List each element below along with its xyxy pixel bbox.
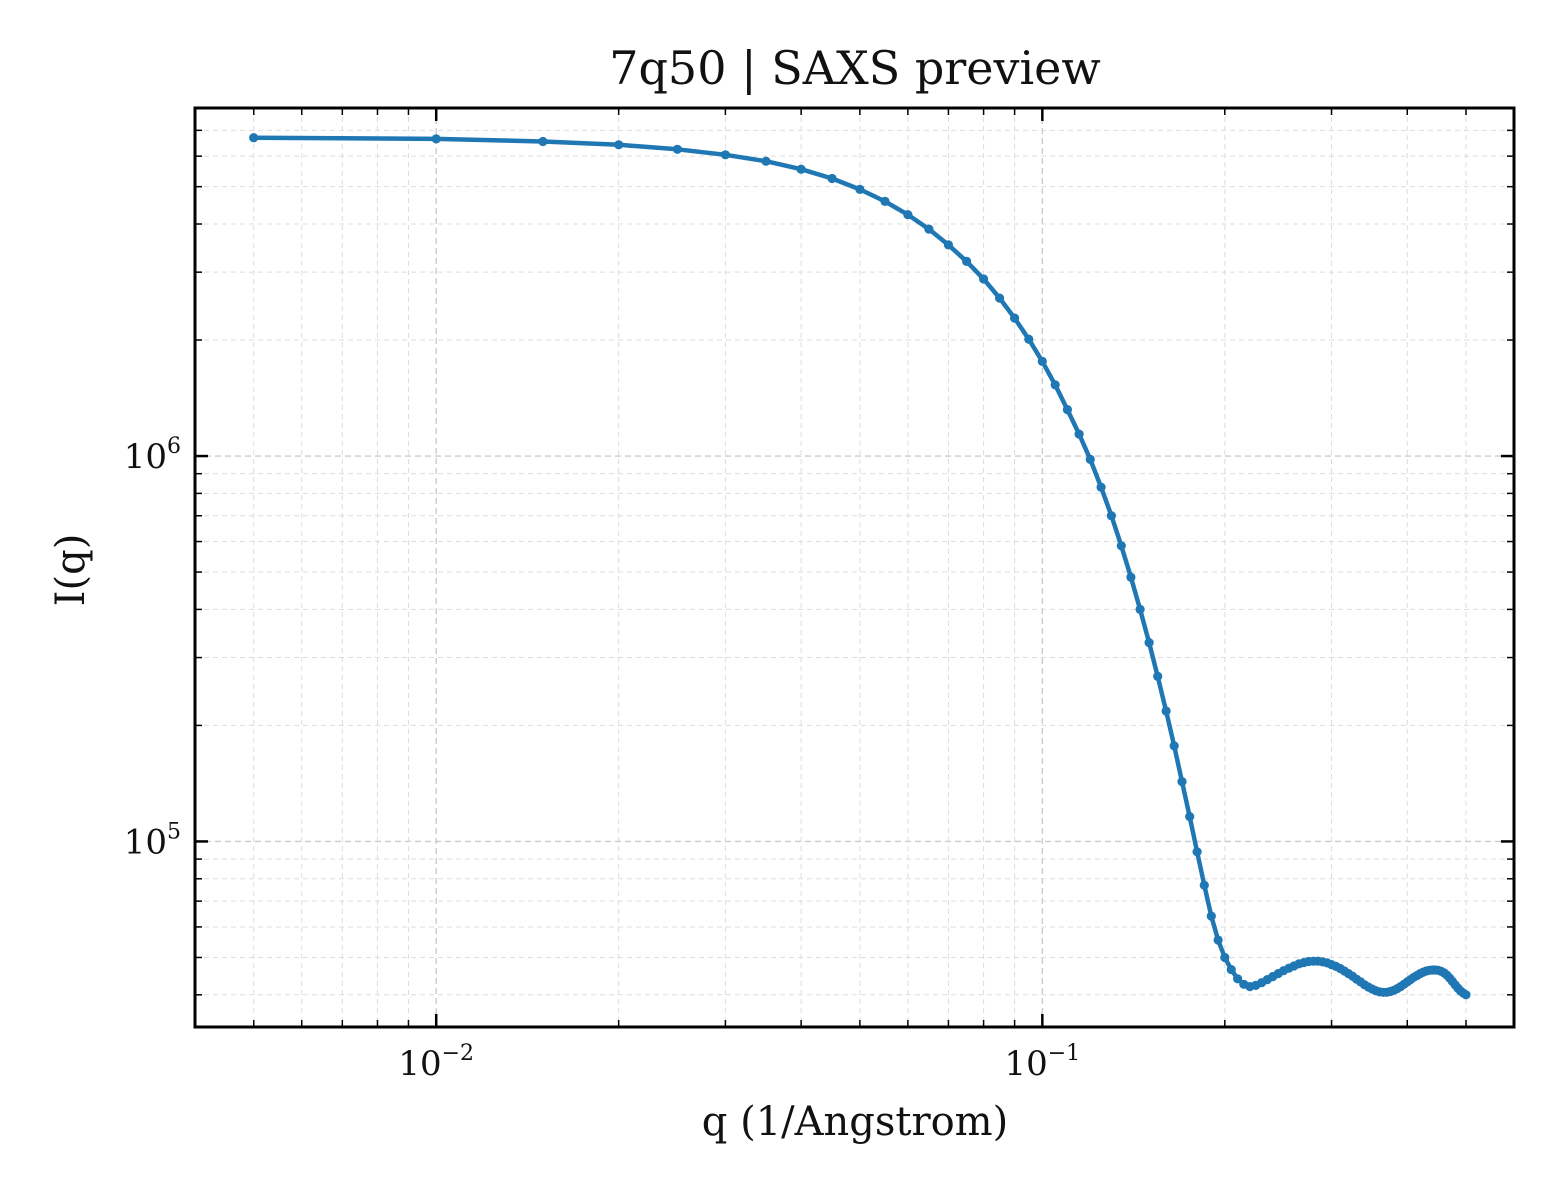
data-point <box>962 256 972 266</box>
data-point <box>1050 380 1060 390</box>
data-point <box>1461 990 1471 1000</box>
data-point <box>431 134 441 144</box>
data-point <box>720 150 731 160</box>
data-point <box>1153 671 1163 682</box>
data-point <box>1096 482 1106 492</box>
grid <box>194 107 1514 1027</box>
data-point <box>538 136 548 147</box>
data-point <box>249 133 259 143</box>
plot-frame <box>193 106 1516 1029</box>
data-point <box>995 293 1005 303</box>
x-tick-label: 10−2 <box>398 1041 474 1084</box>
data-point <box>880 196 890 206</box>
data-point <box>1037 356 1047 366</box>
data-point <box>1169 741 1179 751</box>
data-point <box>1177 777 1187 787</box>
y-axis-label: I(q) <box>48 534 94 607</box>
data-point <box>614 140 624 150</box>
x-axis-label: q (1/Angstrom) <box>702 1099 1008 1145</box>
data-point <box>1213 935 1223 945</box>
data-point <box>903 210 913 220</box>
data-point <box>1024 334 1034 344</box>
x-tick-labels: 10−2 10−1 <box>398 1041 1080 1084</box>
data-point <box>1106 511 1116 521</box>
data-point <box>761 156 771 166</box>
data-point <box>979 274 989 284</box>
data-point <box>1192 847 1202 857</box>
data-point <box>1135 604 1145 615</box>
data-point <box>1126 572 1136 582</box>
data-point <box>827 173 837 184</box>
axis-ticks <box>194 107 1514 1027</box>
chart-title: 7q50 | SAXS preview <box>609 41 1101 95</box>
data-point <box>1206 911 1216 921</box>
data-point <box>1199 880 1209 890</box>
data-point <box>1144 638 1154 648</box>
data-point <box>1116 541 1126 551</box>
data-point <box>943 240 954 250</box>
data-point <box>1220 952 1230 963</box>
data-point <box>1185 812 1195 822</box>
data-point <box>796 164 806 174</box>
y-tick-label: 106 <box>124 434 181 477</box>
data-point <box>1010 313 1020 323</box>
data-point <box>855 184 865 194</box>
data-point <box>1233 974 1243 984</box>
data-point <box>1085 454 1095 464</box>
data-point <box>672 144 683 154</box>
data-point <box>1226 965 1236 975</box>
data-point <box>1074 429 1084 439</box>
data-point <box>1161 706 1171 716</box>
x-tick-label: 10−1 <box>1004 1041 1080 1084</box>
y-tick-label: 105 <box>124 819 181 862</box>
y-tick-labels: 105 106 <box>124 434 181 862</box>
plot-series <box>249 133 1471 1000</box>
data-point <box>924 224 934 234</box>
data-point <box>1062 405 1072 415</box>
